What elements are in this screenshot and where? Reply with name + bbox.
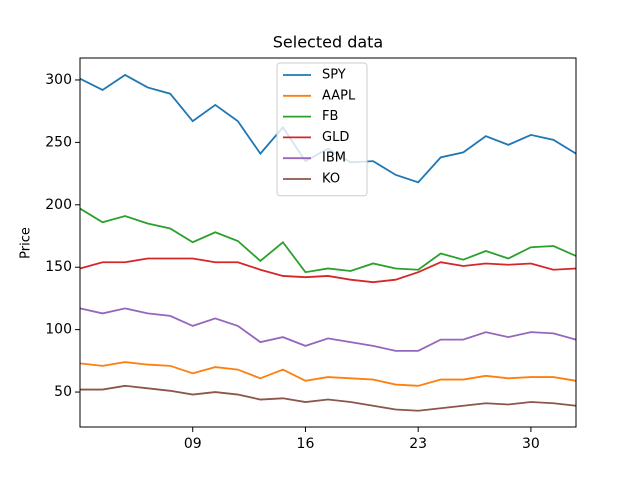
legend-label: IBM (322, 151, 346, 166)
line-series (79, 207, 577, 274)
x-tick-label: 09 (184, 436, 202, 452)
y-tick-label: 150 (45, 259, 72, 275)
x-tick-label: 23 (409, 436, 427, 452)
line-series (80, 384, 577, 412)
y-tick-label: 250 (45, 134, 72, 150)
line-series (79, 361, 577, 387)
y-axis-label: Price (19, 227, 34, 259)
line-series (79, 307, 577, 352)
y-tick-label: 50 (54, 384, 72, 400)
legend-label: KO (322, 172, 340, 187)
legend-label: AAPL (322, 88, 356, 103)
x-tick-label: 30 (522, 436, 540, 452)
legend-label: FB (322, 109, 338, 124)
legend-label: SPY (322, 68, 346, 83)
y-tick-label: 200 (45, 197, 72, 213)
chart-title: Selected data (273, 33, 383, 52)
y-tick-label: 300 (45, 72, 72, 88)
legend: SPY AAPL FB GLD IBM KO (276, 62, 368, 197)
x-tick-label: 16 (297, 436, 315, 452)
plot-frame (79, 57, 577, 428)
y-tick-label: 100 (45, 322, 72, 338)
legend-label: GLD (322, 130, 349, 145)
line-series (79, 257, 577, 284)
